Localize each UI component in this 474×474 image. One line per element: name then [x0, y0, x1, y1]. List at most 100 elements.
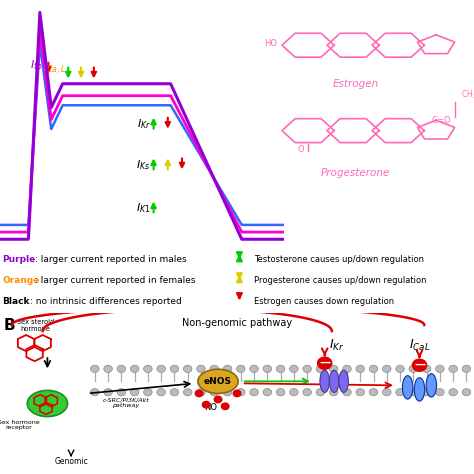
Ellipse shape: [27, 391, 68, 417]
Circle shape: [237, 389, 245, 396]
Circle shape: [290, 389, 298, 396]
Circle shape: [383, 389, 391, 396]
Circle shape: [329, 389, 338, 396]
Circle shape: [263, 389, 272, 396]
Circle shape: [343, 389, 351, 396]
Circle shape: [316, 365, 325, 373]
Circle shape: [197, 365, 205, 373]
Circle shape: [329, 365, 338, 373]
Circle shape: [130, 389, 139, 396]
Circle shape: [409, 365, 418, 373]
Text: Progesterone causes up/down regulation: Progesterone causes up/down regulation: [254, 275, 426, 284]
Text: : larger current reported in females: : larger current reported in females: [35, 275, 196, 284]
Text: NO: NO: [204, 403, 218, 412]
Text: eNOS: eNOS: [204, 377, 232, 386]
Circle shape: [144, 365, 152, 373]
Circle shape: [195, 390, 203, 397]
Text: Black: Black: [2, 297, 30, 306]
Text: $I_{Ks}$: $I_{Ks}$: [137, 158, 151, 172]
Circle shape: [170, 365, 179, 373]
Text: Purple: Purple: [2, 255, 36, 264]
Circle shape: [250, 365, 258, 373]
Ellipse shape: [402, 376, 413, 399]
Circle shape: [462, 365, 471, 373]
Ellipse shape: [426, 374, 437, 397]
Circle shape: [412, 359, 427, 371]
Circle shape: [223, 365, 232, 373]
Circle shape: [202, 401, 210, 408]
Circle shape: [263, 365, 272, 373]
Circle shape: [170, 389, 179, 396]
Circle shape: [233, 390, 241, 397]
Circle shape: [183, 389, 192, 396]
Text: Sex hormone
receptor: Sex hormone receptor: [0, 419, 40, 430]
Circle shape: [303, 389, 311, 396]
Text: Estrogen causes down regulation: Estrogen causes down regulation: [254, 297, 394, 306]
Text: O: O: [298, 145, 304, 154]
Circle shape: [104, 389, 112, 396]
Circle shape: [130, 365, 139, 373]
Circle shape: [117, 389, 126, 396]
Circle shape: [197, 389, 205, 396]
Text: Genomic: Genomic: [54, 457, 88, 466]
Text: Estrogen: Estrogen: [332, 79, 379, 89]
Text: c-SRC/PI3K/Akt
pathway: c-SRC/PI3K/Akt pathway: [102, 397, 149, 408]
Text: Progesterone: Progesterone: [321, 168, 390, 178]
Circle shape: [316, 389, 325, 396]
Circle shape: [343, 365, 351, 373]
Circle shape: [91, 365, 99, 373]
Text: —: —: [414, 360, 425, 370]
Circle shape: [157, 389, 165, 396]
Text: $I_{Kr}$: $I_{Kr}$: [137, 118, 151, 131]
Circle shape: [409, 389, 418, 396]
Text: C=O: C=O: [431, 116, 451, 125]
Circle shape: [237, 365, 245, 373]
Text: —: —: [319, 358, 330, 368]
Text: : larger current reported in males: : larger current reported in males: [35, 255, 187, 264]
Circle shape: [276, 389, 285, 396]
Circle shape: [144, 389, 152, 396]
Circle shape: [221, 403, 229, 410]
Circle shape: [157, 365, 165, 373]
Ellipse shape: [329, 370, 339, 392]
Text: Testosterone causes up/down regulation: Testosterone causes up/down regulation: [254, 255, 424, 264]
Circle shape: [210, 365, 219, 373]
Circle shape: [422, 365, 431, 373]
Circle shape: [356, 389, 365, 396]
Text: : no intrinsic differences reported: : no intrinsic differences reported: [30, 297, 182, 306]
Text: B: B: [4, 318, 16, 333]
Text: CH$_3$: CH$_3$: [461, 89, 474, 101]
Ellipse shape: [198, 369, 238, 393]
Circle shape: [318, 357, 332, 369]
Circle shape: [356, 365, 365, 373]
Circle shape: [396, 389, 404, 396]
Ellipse shape: [339, 370, 348, 392]
Circle shape: [436, 389, 444, 396]
Circle shape: [303, 365, 311, 373]
Text: Non-genomic pathway: Non-genomic pathway: [182, 318, 292, 328]
Circle shape: [369, 365, 378, 373]
Circle shape: [383, 365, 391, 373]
Text: HO: HO: [264, 39, 277, 48]
Circle shape: [210, 389, 219, 396]
Circle shape: [104, 365, 112, 373]
Circle shape: [214, 396, 222, 403]
Circle shape: [91, 389, 99, 396]
Circle shape: [449, 365, 457, 373]
Circle shape: [436, 365, 444, 373]
Text: $I_{Kr}$: $I_{Kr}$: [329, 338, 344, 353]
Text: $I_{K1}$: $I_{K1}$: [136, 201, 151, 215]
Circle shape: [449, 389, 457, 396]
Circle shape: [276, 365, 285, 373]
Circle shape: [462, 389, 471, 396]
Text: $I_{Ca,L}$: $I_{Ca,L}$: [44, 62, 67, 77]
Text: Orange: Orange: [2, 275, 40, 284]
Circle shape: [369, 389, 378, 396]
Circle shape: [117, 365, 126, 373]
Text: Sex steroid
hormone: Sex steroid hormone: [17, 319, 54, 332]
Ellipse shape: [320, 370, 329, 392]
Circle shape: [250, 389, 258, 396]
Circle shape: [223, 389, 232, 396]
Text: $I_{to}$: $I_{to}$: [30, 58, 43, 72]
Circle shape: [422, 389, 431, 396]
